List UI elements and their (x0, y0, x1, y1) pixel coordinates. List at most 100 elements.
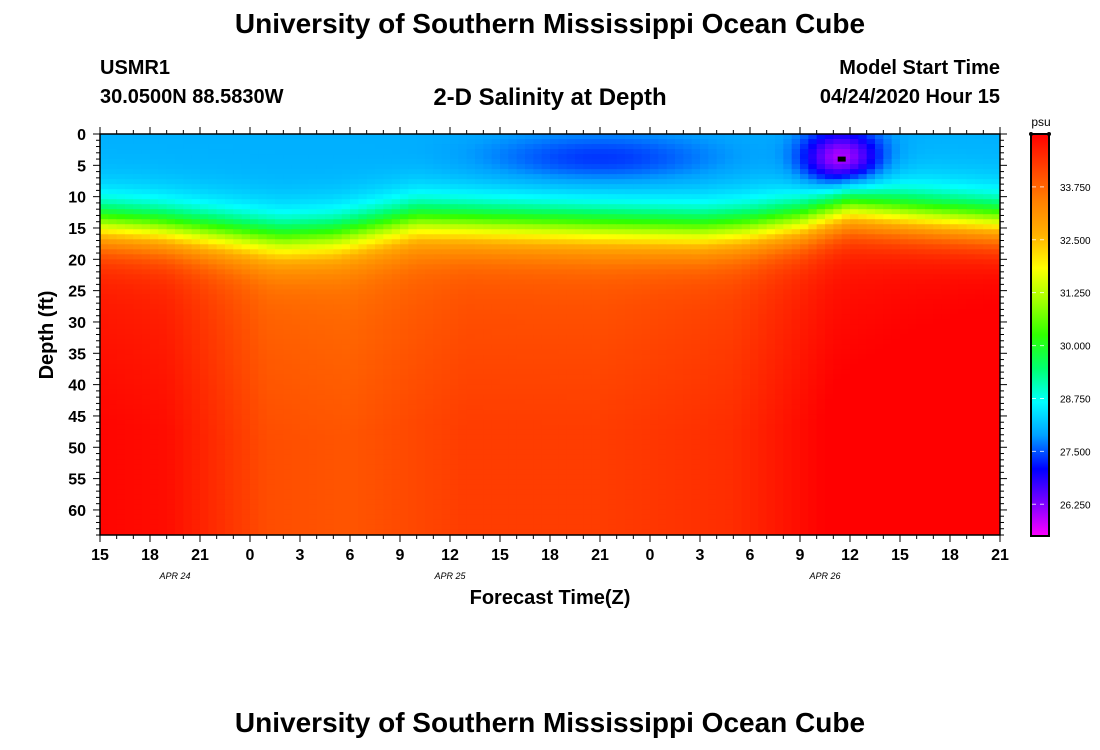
heatmap-cell (433, 479, 443, 486)
heatmap-cell (533, 259, 543, 265)
heatmap-cell (433, 139, 443, 145)
heatmap-cell (191, 324, 201, 331)
heatmap-cell (416, 429, 426, 436)
heatmap-cell (141, 509, 151, 516)
heatmap-cell (583, 364, 593, 371)
heatmap-cell (541, 389, 551, 396)
heatmap-cell (150, 484, 159, 491)
heatmap-cell (233, 294, 243, 301)
heatmap-cell (308, 444, 318, 451)
heatmap-cell (475, 274, 484, 280)
heatmap-cell (333, 504, 343, 511)
heatmap-cell (525, 384, 534, 391)
heatmap-cell (258, 404, 268, 411)
heatmap-cell (458, 184, 468, 190)
heatmap-cell (483, 449, 493, 456)
heatmap-cell (183, 229, 193, 235)
heatmap-cell (258, 219, 268, 225)
heatmap-cell (450, 384, 459, 391)
heatmap-cell (233, 454, 243, 461)
heatmap-cell (550, 359, 559, 366)
heatmap-cell (483, 499, 493, 506)
heatmap-cell (250, 299, 259, 306)
heatmap-cell (208, 159, 218, 165)
heatmap-cell (100, 149, 109, 155)
heatmap-cell (191, 469, 201, 476)
heatmap-cell (233, 144, 243, 150)
heatmap-cell (408, 309, 418, 316)
heatmap-cell (266, 209, 276, 215)
heatmap-cell (408, 354, 418, 361)
heatmap-cell (466, 134, 476, 140)
heatmap-cell (391, 174, 401, 180)
heatmap-cell (450, 154, 459, 160)
heatmap-cell (366, 194, 376, 200)
heatmap-cell (516, 319, 526, 326)
heatmap-cell (216, 434, 226, 441)
heatmap-cell (566, 529, 576, 535)
heatmap-cell (366, 269, 376, 275)
heatmap-cell (533, 304, 543, 311)
heatmap-cell (408, 449, 418, 456)
heatmap-cell (383, 329, 393, 336)
heatmap-cell (433, 269, 443, 275)
heatmap-cell (325, 504, 334, 511)
heatmap-cell (525, 244, 534, 250)
heatmap-cell (358, 154, 368, 160)
heatmap-cell (425, 419, 434, 426)
heatmap-cell (233, 429, 243, 436)
heatmap-cell (575, 294, 584, 301)
heatmap-cell (325, 239, 334, 245)
heatmap-cell (433, 164, 443, 170)
heatmap-cell (233, 424, 243, 431)
heatmap-cell (333, 364, 343, 371)
heatmap-cell (466, 244, 476, 250)
heatmap-cell (275, 374, 284, 381)
heatmap-cell (500, 484, 509, 491)
heatmap-cell (275, 469, 284, 476)
heatmap-cell (608, 239, 618, 245)
heatmap-cell (416, 424, 426, 431)
heatmap-cell (433, 369, 443, 376)
heatmap-cell (300, 409, 309, 416)
heatmap-cell (558, 339, 568, 346)
heatmap-cell (608, 279, 618, 285)
heatmap-cell (241, 214, 251, 220)
heatmap-cell (100, 419, 109, 426)
heatmap-cell (533, 444, 543, 451)
heatmap-cell (408, 344, 418, 351)
heatmap-cell (183, 339, 193, 346)
heatmap-cell (583, 379, 593, 386)
heatmap-cell (566, 209, 576, 215)
heatmap-cell (100, 459, 109, 466)
heatmap-cell (291, 164, 301, 170)
heatmap-cell (425, 144, 434, 150)
heatmap-cell (158, 524, 168, 531)
heatmap-cell (200, 269, 209, 275)
heatmap-cell (391, 284, 401, 290)
heatmap-cell (200, 164, 209, 170)
heatmap-cell (233, 364, 243, 371)
heatmap-cell (466, 419, 476, 426)
heatmap-cell (541, 454, 551, 461)
heatmap-cell (608, 519, 618, 526)
heatmap-cell (150, 379, 159, 386)
heatmap-cell (175, 374, 184, 381)
heatmap-cell (508, 139, 518, 145)
heatmap-cell (316, 349, 326, 356)
heatmap-cell (466, 229, 476, 235)
heatmap-cell (508, 264, 518, 270)
heatmap-cell (116, 439, 126, 446)
heatmap-cell (600, 524, 609, 531)
heatmap-cell (250, 219, 259, 225)
heatmap-cell (341, 244, 351, 250)
heatmap-cell (225, 369, 234, 376)
heatmap-cell (200, 389, 209, 396)
heatmap-cell (200, 449, 209, 456)
heatmap-cell (325, 174, 334, 180)
heatmap-cell (541, 264, 551, 270)
heatmap-cell (150, 504, 159, 511)
heatmap-cell (275, 514, 284, 521)
heatmap-cell (383, 249, 393, 255)
heatmap-cell (591, 514, 601, 521)
